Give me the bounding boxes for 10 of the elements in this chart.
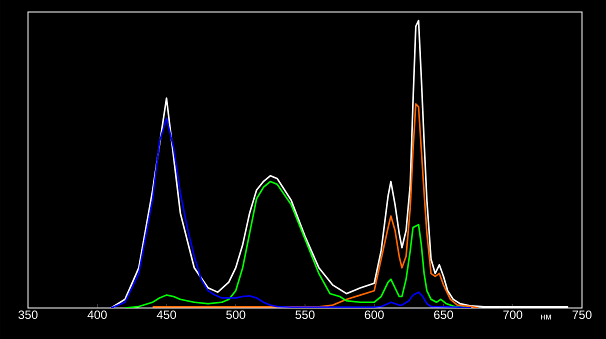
x-tick-label: 350 — [18, 310, 38, 320]
x-tick-label: 400 — [88, 310, 107, 320]
x-tick-label: 550 — [295, 310, 315, 320]
x-axis-title: нм — [541, 314, 551, 320]
x-tick-label: 500 — [226, 310, 246, 320]
x-tick-label: 750 — [572, 310, 592, 320]
x-tick-label: 450 — [156, 310, 176, 320]
x-tick-label: 700 — [503, 310, 522, 320]
x-tick-label: 600 — [364, 310, 384, 320]
x-tick-label: 650 — [434, 310, 454, 320]
